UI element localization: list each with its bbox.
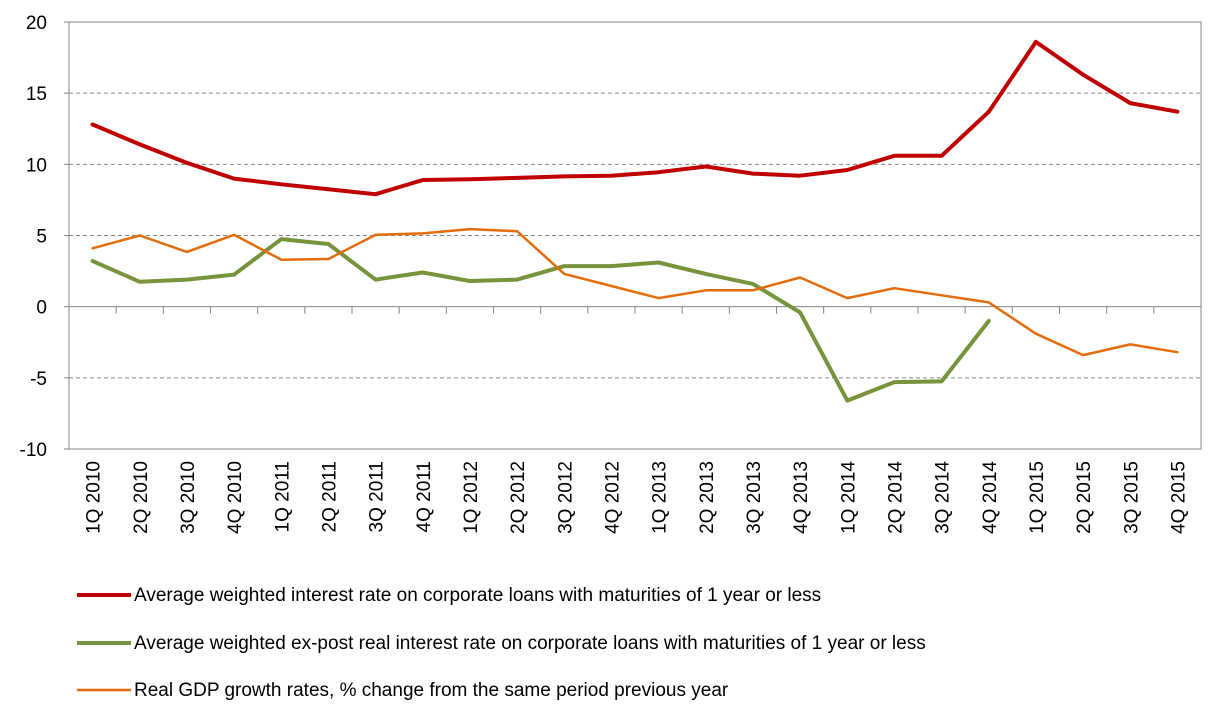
- x-tick-label: 2Q 2010: [131, 461, 152, 534]
- x-tick-label: 4Q 2015: [1168, 461, 1189, 534]
- axes: [64, 21, 1202, 450]
- x-tick-label: 4Q 2014: [980, 461, 1001, 534]
- x-tick-label: 3Q 2013: [744, 461, 765, 534]
- x-tick-label: 2Q 2013: [697, 461, 718, 534]
- x-tick-label: 2Q 2015: [1074, 461, 1095, 534]
- y-tick-label: 0: [36, 298, 47, 319]
- series-line-1: [90, 39, 1180, 197]
- legend-label-3: Real GDP growth rates, % change from the…: [134, 680, 729, 701]
- y-tick-label: 10: [26, 155, 47, 176]
- series-line-3: [91, 227, 1179, 357]
- x-tick-label: 4Q 2013: [791, 461, 812, 534]
- x-tick-labels: 1Q 2010 2Q 2010 3Q 2010 4Q 2010 1Q 2011 2Q 20…: [84, 461, 1190, 534]
- y-tick-label: 5: [36, 227, 47, 248]
- y-tick-label: 20: [26, 13, 47, 34]
- x-tick-label: 1Q 2011: [272, 461, 293, 532]
- x-tick-label: 4Q 2011: [414, 461, 435, 532]
- legend: Average weighted interest rate on corpor…: [77, 585, 926, 701]
- x-tick-label: 3Q 2012: [555, 461, 576, 534]
- x-tick-label: 1Q 2013: [650, 461, 671, 534]
- x-tick-label: 2Q 2014: [885, 461, 906, 534]
- series-lines: [90, 39, 1180, 403]
- x-tick-label: 1Q 2014: [838, 461, 859, 534]
- x-tick-label: 4Q 2010: [225, 461, 246, 534]
- series-line-2: [90, 237, 991, 403]
- legend-label-2: Average weighted ex-post real interest r…: [134, 633, 926, 654]
- x-tick-label: 3Q 2011: [367, 461, 388, 532]
- x-tick-label: 1Q 2012: [461, 461, 482, 534]
- x-tick-label: 4Q 2012: [602, 461, 623, 534]
- x-tick-label: 1Q 2010: [84, 461, 105, 534]
- y-tick-label: -10: [20, 440, 47, 461]
- y-tick-labels: -10 -5 0 5 10 15 20: [20, 13, 47, 461]
- x-tick-label: 3Q 2010: [178, 461, 199, 534]
- gridlines: [69, 92, 1201, 379]
- x-tick-label: 3Q 2015: [1121, 461, 1142, 534]
- x-tick-label: 2Q 2012: [508, 461, 529, 534]
- legend-label-1: Average weighted interest rate on corpor…: [134, 585, 821, 606]
- x-tick-label: 1Q 2015: [1027, 461, 1048, 534]
- y-tick-label: 15: [26, 84, 47, 105]
- y-tick-label: -5: [30, 369, 47, 390]
- x-tick-label: 2Q 2011: [319, 461, 340, 532]
- x-tick-label: 3Q 2014: [933, 461, 954, 534]
